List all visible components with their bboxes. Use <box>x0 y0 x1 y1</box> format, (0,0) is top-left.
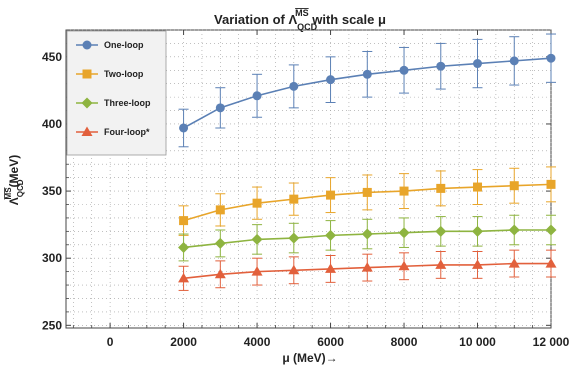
x-tick-label: 12 000 <box>533 335 569 349</box>
data-point <box>472 259 484 269</box>
data-point <box>289 194 299 204</box>
x-tick-label: 4000 <box>244 335 271 349</box>
data-point <box>545 224 557 236</box>
data-point <box>399 65 409 75</box>
y-axis-label: ΛQCDMS(MeV) <box>4 155 25 205</box>
data-point <box>215 205 225 215</box>
data-point <box>473 59 483 69</box>
data-point <box>362 187 372 197</box>
series-one-loop <box>178 33 556 148</box>
legend-marker <box>82 40 92 50</box>
data-point <box>252 198 262 208</box>
y-tick-label: 300 <box>42 251 62 265</box>
data-point <box>362 69 372 79</box>
x-tick-label: 0 <box>107 335 114 349</box>
data-point <box>325 263 337 273</box>
data-point <box>326 75 336 85</box>
data-point <box>179 123 189 133</box>
legend-label: Two-loop <box>104 69 144 79</box>
y-tick-label: 250 <box>42 318 62 332</box>
data-point <box>508 224 520 236</box>
y-tick-label: 400 <box>42 117 62 131</box>
data-point <box>252 91 262 101</box>
chart-title: Variation of ΛQCDMS with scale μ <box>214 8 386 32</box>
data-point <box>398 260 410 271</box>
data-point <box>509 56 519 66</box>
data-point <box>214 237 226 249</box>
axis-ticks: 0 2000 4000 6000 8000 10 000 12 000 250 300 350 40… <box>42 29 569 349</box>
data-point <box>473 182 483 192</box>
data-point <box>326 190 336 200</box>
data-point <box>398 227 410 239</box>
legend-label: Three-loop <box>104 98 151 108</box>
x-axis-label: μ (MeV)→ <box>282 351 337 365</box>
x-tick-label: 8000 <box>391 335 418 349</box>
data-point <box>251 266 263 276</box>
series-layer <box>178 33 557 291</box>
data-point <box>325 229 337 241</box>
data-point <box>509 181 519 191</box>
y-tick-label: 450 <box>42 50 62 64</box>
data-point <box>288 264 300 275</box>
data-point <box>435 259 447 269</box>
data-point <box>545 258 557 268</box>
legend-label: One-loop <box>104 40 144 50</box>
legend-marker <box>81 126 93 136</box>
data-point <box>251 233 263 245</box>
x-tick-label: 10 000 <box>459 335 496 349</box>
series-four-loop <box>178 249 557 291</box>
data-point <box>436 61 446 71</box>
data-point <box>546 179 556 189</box>
x-tick-label: 6000 <box>317 335 344 349</box>
legend-marker <box>81 97 93 109</box>
data-point <box>361 262 373 272</box>
data-point <box>472 225 484 237</box>
data-point <box>546 53 556 63</box>
data-point <box>399 186 409 196</box>
legend: One-loop Two-loop Three-loop Four-loop* <box>66 30 167 156</box>
data-point <box>178 241 190 253</box>
data-point <box>288 232 300 244</box>
data-point <box>436 183 446 193</box>
data-point <box>289 81 299 91</box>
data-point <box>215 103 225 113</box>
data-point <box>178 272 190 283</box>
legend-marker <box>82 69 92 79</box>
data-point <box>179 216 189 226</box>
legend-label: Four-loop* <box>104 127 150 137</box>
x-tick-label: 2000 <box>170 335 197 349</box>
y-tick-label: 350 <box>42 184 62 198</box>
series-two-loop <box>178 166 556 236</box>
series-three-loop <box>178 214 557 262</box>
data-point <box>435 225 447 237</box>
data-point <box>361 228 373 240</box>
data-point <box>508 258 520 268</box>
data-point <box>214 268 226 279</box>
